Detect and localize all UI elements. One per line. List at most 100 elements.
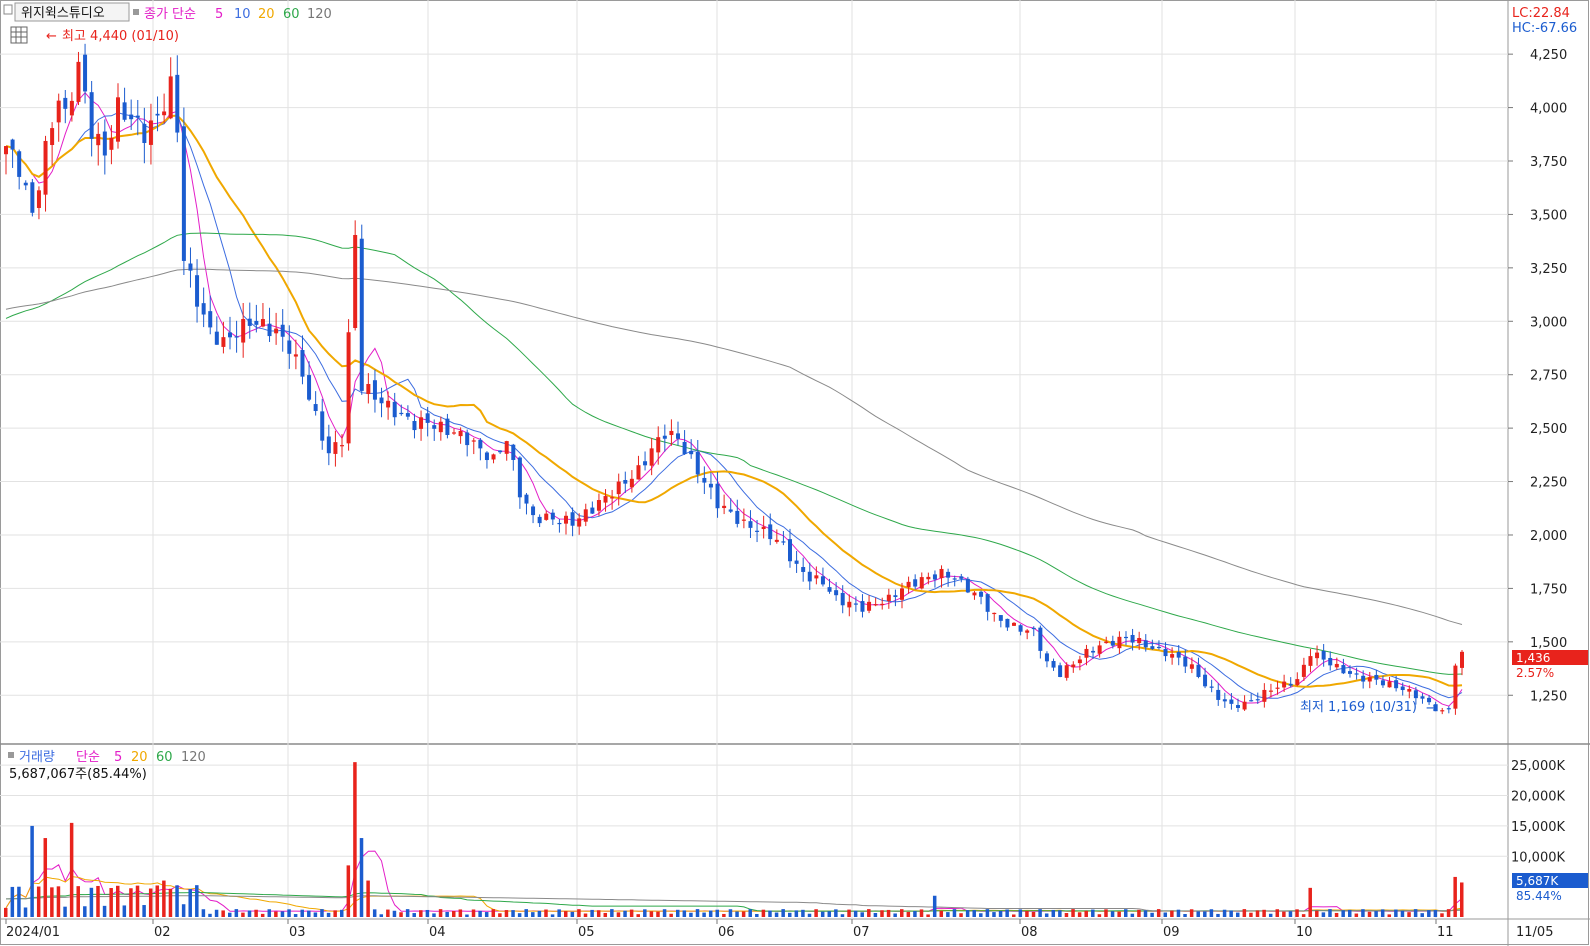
volume-bar xyxy=(669,913,673,917)
volume-bar xyxy=(201,909,206,917)
candle-body xyxy=(1268,690,1273,692)
volume-bar xyxy=(175,885,179,917)
volume-menu-icon[interactable] xyxy=(8,752,14,758)
volume-bar xyxy=(307,910,311,917)
stock-name-box[interactable] xyxy=(14,2,130,22)
volume-bar xyxy=(1051,909,1056,917)
candle-body xyxy=(267,323,272,337)
candle-body xyxy=(353,234,358,328)
candle-body xyxy=(484,452,489,461)
volume-bar xyxy=(1143,910,1148,917)
candles xyxy=(4,43,1464,715)
low-arrow-icon: → xyxy=(1426,701,1437,716)
candle-body xyxy=(708,483,713,488)
candle-body xyxy=(1031,627,1036,630)
candle-body xyxy=(1242,701,1247,710)
candle-body xyxy=(1064,665,1069,678)
candle-body xyxy=(1156,646,1161,649)
price-indicator-label[interactable]: 종가 단순 xyxy=(144,7,196,22)
volume-bar xyxy=(623,910,627,917)
volume-bar xyxy=(610,909,614,917)
candle-body xyxy=(1255,699,1260,701)
volume-bar xyxy=(1341,910,1345,917)
volume-bar xyxy=(840,914,845,917)
volume-bar xyxy=(392,910,397,917)
grid-toggle-icon[interactable] xyxy=(10,26,28,44)
candle-body xyxy=(1354,673,1359,675)
candle-body xyxy=(1229,699,1234,704)
candle-body xyxy=(570,512,575,526)
candle-body xyxy=(900,588,904,600)
candle-body xyxy=(1130,634,1135,643)
candle-body xyxy=(89,92,94,139)
candle-body xyxy=(122,102,127,120)
volume-bar xyxy=(570,911,575,917)
volume-tick-label: 25,000K xyxy=(1511,759,1565,774)
candle-body xyxy=(1453,665,1458,709)
price-tick-label: 3,500 xyxy=(1530,208,1567,223)
volume-bar xyxy=(1262,909,1266,917)
candle-body xyxy=(926,576,931,580)
ma20-label: 20 xyxy=(258,7,275,22)
chart-menu-icon[interactable] xyxy=(3,4,13,15)
candle-body xyxy=(346,332,351,444)
candle-body xyxy=(1460,651,1464,668)
volume-bar xyxy=(1110,911,1115,917)
volume-bar xyxy=(774,912,779,917)
price-tick-label: 2,750 xyxy=(1530,369,1567,384)
volume-bar xyxy=(1163,912,1168,917)
candle-body xyxy=(1143,640,1148,648)
candle-body xyxy=(946,571,951,578)
volume-bar xyxy=(241,912,245,917)
volume-bar xyxy=(353,762,357,917)
candle-body xyxy=(728,509,733,512)
candle-body xyxy=(1025,630,1030,633)
volume-bar xyxy=(1196,911,1200,917)
candle-body xyxy=(293,354,298,357)
date-tick-label: 07 xyxy=(853,925,870,940)
volume-bar xyxy=(1170,910,1174,917)
ma120-label: 120 xyxy=(307,7,332,22)
candle-body xyxy=(722,505,727,509)
volume-bar xyxy=(748,909,752,917)
date-tick-label: 05 xyxy=(578,925,595,940)
volume-bar xyxy=(537,910,542,917)
ma-line-120 xyxy=(5,268,1463,625)
volume-bar xyxy=(577,909,581,917)
volume-bar xyxy=(43,838,48,917)
candle-body xyxy=(603,496,608,503)
candle-body xyxy=(129,114,134,120)
candle-body xyxy=(616,481,621,495)
volume-bar xyxy=(1446,909,1451,917)
volume-bar xyxy=(1025,911,1029,917)
stock-name[interactable]: 위지윅스튜디오 xyxy=(21,6,105,21)
ma5-label: 5 xyxy=(215,7,223,22)
volume-bar xyxy=(1427,910,1431,917)
candle-body xyxy=(43,140,48,195)
volume-ma-line-120 xyxy=(5,895,1463,912)
candle-body xyxy=(36,190,41,208)
candle-body xyxy=(1124,636,1128,639)
volume-bar xyxy=(129,888,133,917)
volume-bar xyxy=(1400,910,1405,917)
price-tick-label: 3,250 xyxy=(1530,262,1567,277)
candle-body xyxy=(860,601,865,612)
candle-body xyxy=(313,404,318,412)
volume-bar xyxy=(880,910,884,917)
candle-body xyxy=(913,579,918,587)
candle-body xyxy=(23,182,28,186)
volume-bar xyxy=(1268,913,1273,917)
candle-body xyxy=(96,133,101,146)
candle-body xyxy=(10,139,15,150)
current-change: 2.57% xyxy=(1516,666,1554,680)
volume-label[interactable]: 거래량 xyxy=(19,750,55,765)
candle-body xyxy=(781,541,786,543)
candle-body xyxy=(1084,648,1089,658)
candle-body xyxy=(979,591,984,597)
price-tick-label: 2,250 xyxy=(1530,476,1567,491)
candle-body xyxy=(985,594,990,612)
indicator-marker-icon xyxy=(133,9,139,15)
candle-body xyxy=(1203,674,1208,687)
candle-body xyxy=(241,319,246,343)
